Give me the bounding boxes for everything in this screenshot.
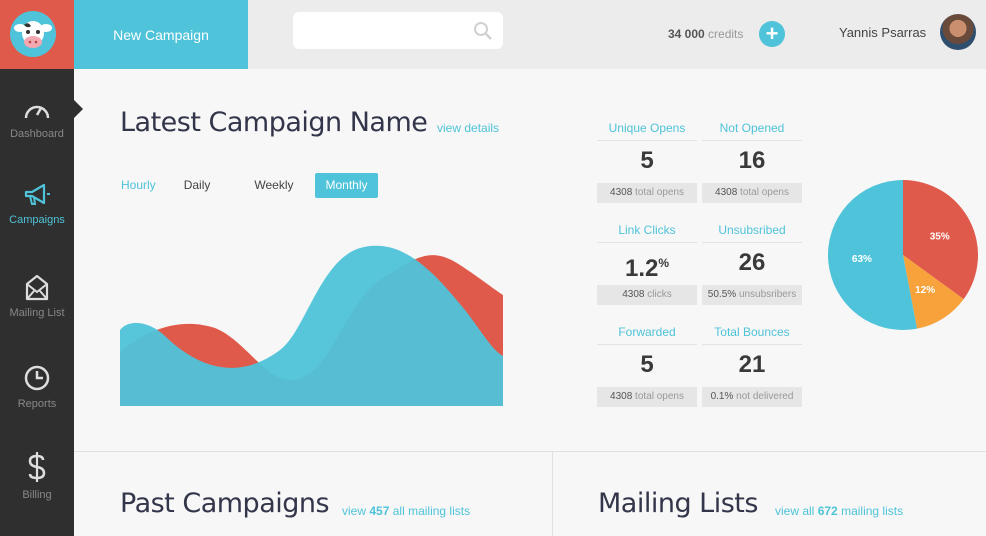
avatar[interactable] bbox=[940, 14, 976, 50]
search-input[interactable] bbox=[293, 12, 503, 49]
link-prefix: view all bbox=[775, 504, 815, 518]
stat-value: 21 bbox=[738, 351, 766, 378]
gauge-icon bbox=[24, 105, 50, 119]
stat-label: Link Clicks bbox=[597, 223, 697, 243]
stat-value-unit: % bbox=[658, 256, 670, 270]
search-icon[interactable] bbox=[473, 21, 493, 41]
stat-foot: 0.1% not delivered bbox=[702, 387, 802, 407]
stat-not-opened: Not Opened 16 4308 total opens bbox=[702, 121, 802, 203]
stat-link-clicks: Link Clicks 1.2% 4308 clicks bbox=[597, 223, 697, 305]
mailing-lists-title: Mailing Lists bbox=[598, 488, 758, 519]
pie-slice-label: 63% bbox=[852, 254, 872, 265]
view-past-campaigns-link[interactable]: view 457 all mailing lists bbox=[342, 504, 470, 518]
pie-slice-label: 12% bbox=[915, 285, 935, 296]
megaphone-icon bbox=[24, 183, 50, 205]
sidebar-item-label: Reports bbox=[17, 398, 57, 410]
pie-slice bbox=[828, 180, 918, 330]
credits-unit: credits bbox=[708, 27, 744, 41]
pie-slice bbox=[903, 255, 964, 329]
stat-label: Unsubsribed bbox=[702, 223, 802, 243]
link-count: 457 bbox=[369, 504, 390, 518]
past-campaigns-title: Past Campaigns bbox=[120, 488, 330, 519]
stat-foot-number: 0.1% bbox=[710, 391, 734, 402]
cow-logo-icon bbox=[10, 11, 56, 57]
view-details-link[interactable]: view details bbox=[437, 121, 500, 135]
pie-slice-label: 35% bbox=[930, 231, 950, 242]
tab-daily[interactable]: Daily bbox=[183, 178, 211, 192]
stat-foot-number: 4308 bbox=[610, 187, 633, 198]
sidebar-item-campaigns[interactable]: Campaigns bbox=[0, 181, 74, 226]
link-suffix: all mailing lists bbox=[392, 504, 471, 518]
stat-value: 5 bbox=[640, 147, 654, 174]
add-credits-button[interactable]: + bbox=[759, 21, 785, 47]
stat-foot-text: clicks bbox=[647, 289, 672, 300]
link-suffix: mailing lists bbox=[841, 504, 904, 518]
section-divider bbox=[74, 451, 986, 452]
tab-hourly[interactable]: Hourly bbox=[121, 178, 156, 192]
stat-label: Forwarded bbox=[597, 325, 697, 345]
stat-value: 1.2% bbox=[597, 243, 697, 282]
pie-slice bbox=[903, 180, 978, 300]
stat-foot: 4308 total opens bbox=[597, 183, 697, 203]
stat-foot-text: total opens bbox=[740, 187, 789, 198]
column-divider bbox=[552, 452, 553, 536]
stat-foot-text: not delivered bbox=[736, 391, 794, 402]
stat-total-bounces: Total Bounces 21 0.1% not delivered bbox=[702, 325, 802, 407]
stat-foot-text: unsubsribers bbox=[738, 289, 797, 300]
stat-foot-text: total opens bbox=[635, 391, 684, 402]
stat-foot-number: 50.5% bbox=[707, 289, 737, 300]
view-mailing-lists-link[interactable]: view all 672 mailing lists bbox=[775, 504, 903, 518]
sidebar-item-label: Dashboard bbox=[10, 128, 64, 140]
stat-value: 26 bbox=[738, 249, 766, 276]
stat-foot-number: 4308 bbox=[622, 289, 645, 300]
campaign-title: Latest Campaign Name bbox=[120, 107, 428, 138]
active-nav-pointer bbox=[74, 100, 83, 118]
logo-area[interactable] bbox=[0, 0, 74, 69]
sidebar-item-dashboard[interactable]: Dashboard bbox=[0, 97, 74, 140]
sidebar: Dashboard Campaigns Mailing List Reports… bbox=[0, 69, 74, 536]
stat-value: 16 bbox=[738, 147, 766, 174]
stat-foot: 4308 total opens bbox=[597, 387, 697, 407]
tab-weekly[interactable]: Weekly bbox=[254, 178, 294, 192]
link-prefix: view bbox=[342, 504, 367, 518]
pie-chart: 35% 12% 63% bbox=[828, 180, 978, 330]
stat-forwarded: Forwarded 5 4308 total opens bbox=[597, 325, 697, 407]
stat-label: Unique Opens bbox=[597, 121, 697, 141]
stat-unique-opens: Unique Opens 5 4308 total opens bbox=[597, 121, 697, 203]
user-name[interactable]: Yannis Psarras bbox=[839, 25, 927, 40]
stat-label: Total Bounces bbox=[702, 325, 802, 345]
area-chart bbox=[120, 245, 503, 406]
new-campaign-button[interactable]: New Campaign bbox=[74, 0, 248, 69]
stat-foot-number: 4308 bbox=[715, 187, 738, 198]
stat-foot-text: total opens bbox=[635, 187, 684, 198]
link-count: 672 bbox=[817, 504, 838, 518]
sidebar-item-label: Billing bbox=[22, 489, 52, 501]
stat-foot-number: 4308 bbox=[610, 391, 633, 402]
sidebar-item-billing[interactable]: Billing bbox=[0, 450, 74, 501]
blue-area-series bbox=[120, 245, 503, 406]
top-bar: New Campaign 34 000 credits + Yannis Psa… bbox=[0, 0, 986, 69]
stat-foot: 4308 clicks bbox=[597, 285, 697, 305]
stat-foot: 4308 total opens bbox=[702, 183, 802, 203]
credits-display: 34 000 credits bbox=[668, 27, 743, 41]
stat-value-number: 1.2 bbox=[624, 255, 659, 282]
stat-unsubscribed: Unsubsribed 26 50.5% unsubsribers bbox=[702, 223, 802, 305]
envelope-icon bbox=[25, 274, 49, 301]
plus-icon: + bbox=[765, 21, 779, 46]
sidebar-item-reports[interactable]: Reports bbox=[0, 363, 74, 410]
sidebar-item-label: Campaigns bbox=[9, 214, 65, 226]
tab-monthly[interactable]: Monthly bbox=[315, 173, 378, 198]
stat-value: 5 bbox=[640, 351, 654, 378]
sidebar-item-mailing-list[interactable]: Mailing List bbox=[0, 272, 74, 319]
stat-foot: 50.5% unsubsribers bbox=[702, 285, 802, 305]
stat-label: Not Opened bbox=[702, 121, 802, 141]
credits-amount: 34 000 bbox=[668, 27, 705, 41]
period-tabs: Hourly Daily Weekly Monthly bbox=[120, 173, 378, 198]
dollar-icon bbox=[28, 452, 46, 482]
sidebar-item-label: Mailing List bbox=[9, 307, 65, 319]
clock-icon bbox=[24, 365, 50, 391]
main-content bbox=[74, 69, 986, 536]
